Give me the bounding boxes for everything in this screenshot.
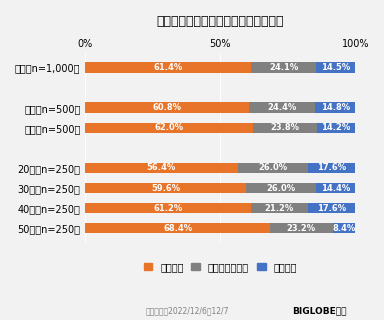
- Text: 14.2%: 14.2%: [321, 123, 351, 132]
- Bar: [238, 163, 308, 173]
- Bar: [250, 203, 308, 213]
- Text: 59.6%: 59.6%: [151, 184, 180, 193]
- Text: 26.0%: 26.0%: [267, 184, 296, 193]
- Text: 62.0%: 62.0%: [154, 123, 184, 132]
- Bar: [85, 123, 253, 133]
- Text: 14.5%: 14.5%: [321, 63, 350, 72]
- Text: 14.8%: 14.8%: [321, 103, 350, 112]
- Text: 23.8%: 23.8%: [270, 123, 299, 132]
- Text: 24.4%: 24.4%: [268, 103, 297, 112]
- Bar: [308, 203, 355, 213]
- Bar: [317, 123, 355, 133]
- Text: 60.8%: 60.8%: [153, 103, 182, 112]
- Text: 14.4%: 14.4%: [321, 184, 351, 193]
- Title: 国内旅行なら温泉のある所に行きたい: 国内旅行なら温泉のある所に行きたい: [157, 15, 284, 28]
- Bar: [85, 223, 270, 233]
- Bar: [85, 183, 246, 193]
- Bar: [308, 163, 355, 173]
- Text: 17.6%: 17.6%: [317, 164, 346, 172]
- Text: 21.2%: 21.2%: [265, 204, 294, 212]
- Text: 68.4%: 68.4%: [163, 224, 192, 233]
- Text: 26.0%: 26.0%: [258, 164, 287, 172]
- Text: 8.4%: 8.4%: [332, 224, 356, 233]
- Bar: [250, 102, 315, 113]
- Bar: [316, 183, 355, 193]
- Text: 24.1%: 24.1%: [269, 63, 298, 72]
- Text: 23.2%: 23.2%: [287, 224, 316, 233]
- Text: 61.2%: 61.2%: [153, 204, 182, 212]
- Bar: [333, 223, 355, 233]
- Text: 61.4%: 61.4%: [154, 63, 183, 72]
- Text: 17.6%: 17.6%: [317, 204, 346, 212]
- Legend: そう思う, どちらでもよい, 思わない: そう思う, どちらでもよい, 思わない: [140, 258, 301, 276]
- Text: BIGLOBE調べ: BIGLOBE調べ: [292, 306, 346, 315]
- Bar: [85, 102, 250, 113]
- Bar: [246, 183, 316, 193]
- Bar: [85, 163, 238, 173]
- Text: 調査期間：2022/12/6～12/7: 調査期間：2022/12/6～12/7: [146, 306, 229, 315]
- Bar: [316, 62, 355, 73]
- Bar: [85, 62, 251, 73]
- Bar: [253, 123, 317, 133]
- Text: 56.4%: 56.4%: [147, 164, 176, 172]
- Bar: [251, 62, 316, 73]
- Bar: [85, 203, 250, 213]
- Bar: [315, 102, 355, 113]
- Bar: [270, 223, 333, 233]
